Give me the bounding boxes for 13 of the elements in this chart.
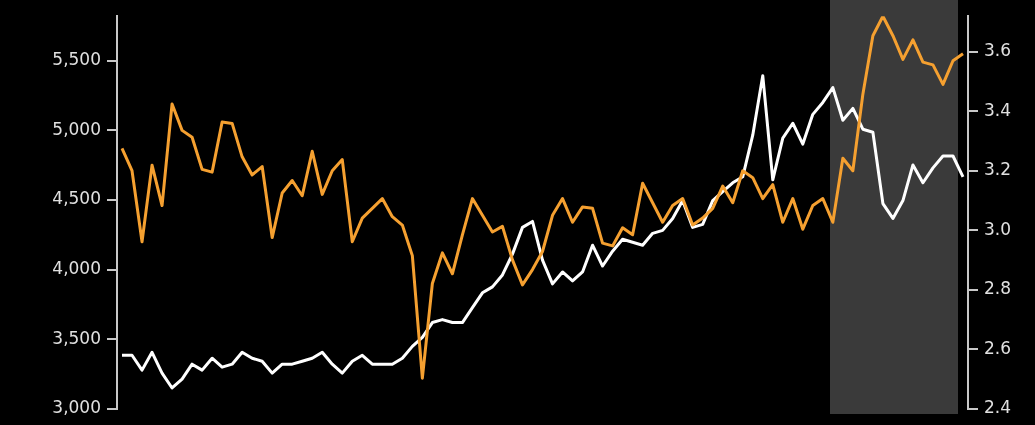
y-tick-label: 4,500 [52, 188, 101, 209]
y2-tick-label: 3.6 [984, 40, 1012, 61]
y2-tick-label: 2.4 [984, 397, 1012, 418]
y2-tick-label: 3.0 [984, 218, 1012, 239]
y2-tick-label: 3.4 [984, 99, 1012, 120]
y2-tick-label: 2.6 [984, 337, 1012, 358]
y2-tick-label: 2.8 [984, 278, 1012, 299]
y-tick-label: 3,000 [52, 397, 101, 418]
y-tick-label: 5,000 [52, 118, 101, 139]
y2-tick-label: 3.2 [984, 159, 1012, 180]
y-tick-label: 3,500 [52, 327, 101, 348]
y-tick-label: 4,000 [52, 258, 101, 278]
y-tick-label: 5,500 [52, 49, 101, 70]
